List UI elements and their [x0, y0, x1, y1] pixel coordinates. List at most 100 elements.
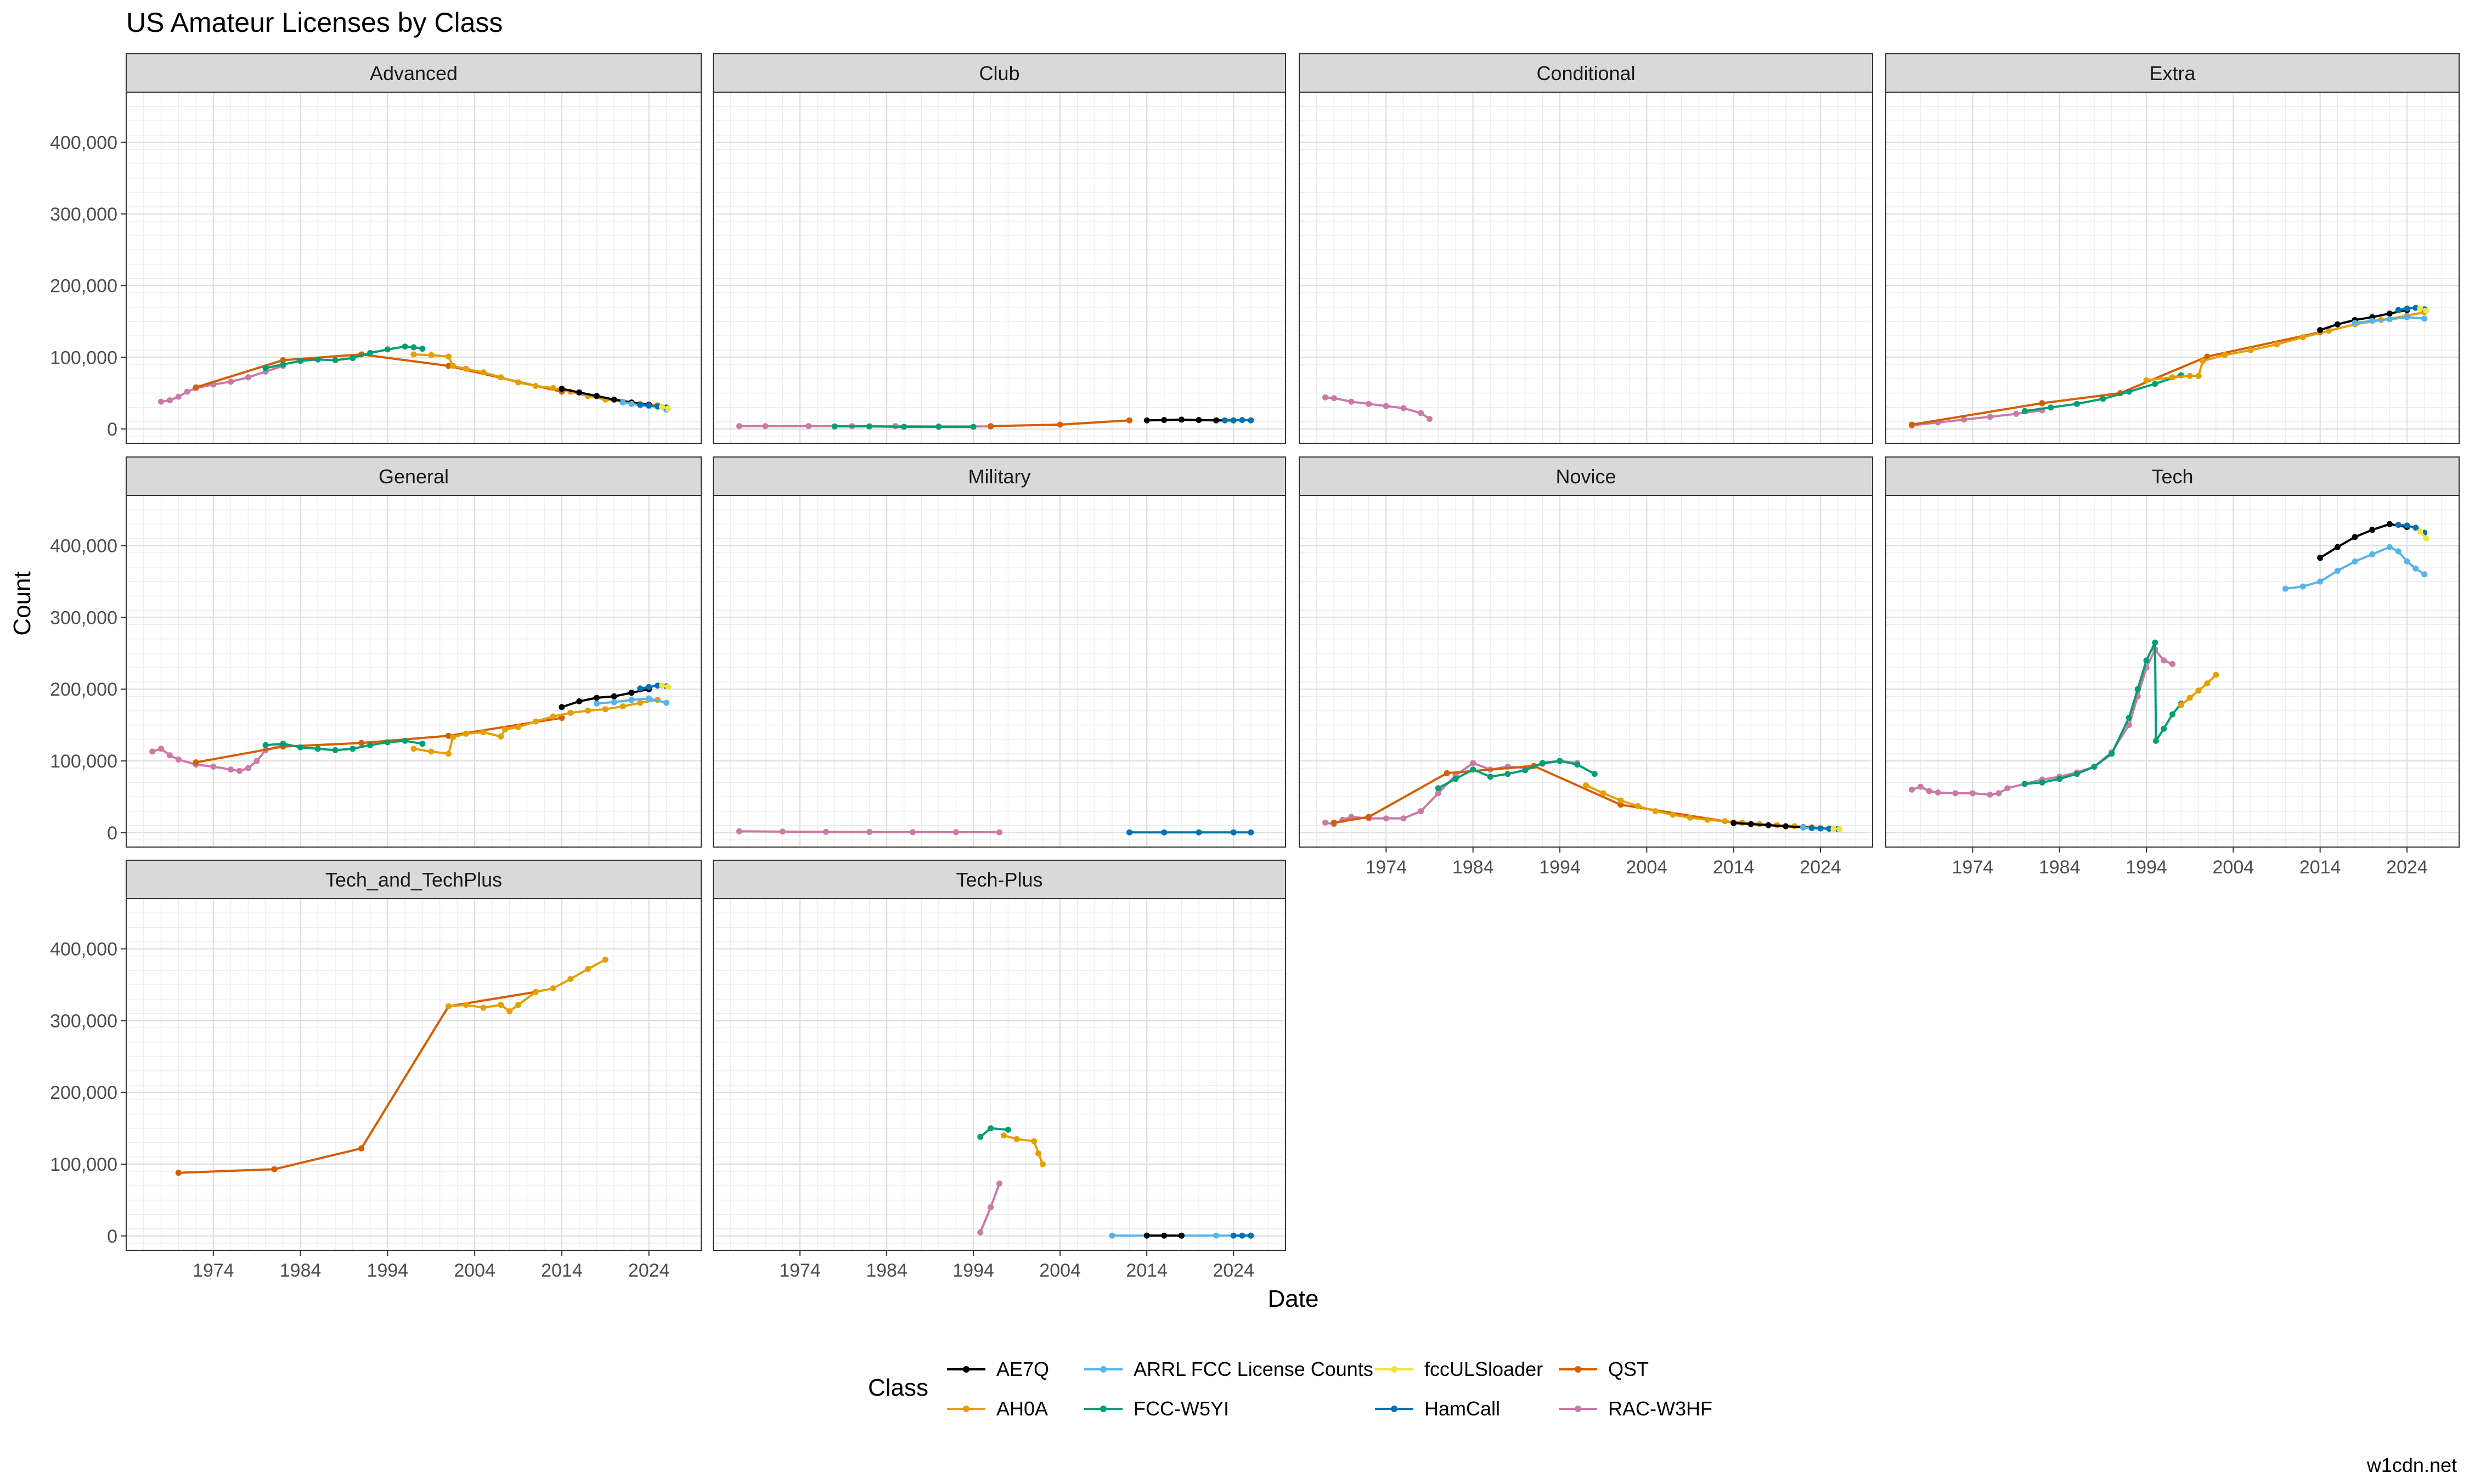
data-point-ae7q [2334, 321, 2341, 328]
data-point-fcc-w5yi [297, 358, 304, 364]
data-point-ah0a [506, 1008, 513, 1014]
panel-series [158, 343, 672, 413]
y-tick-label: 200,000 [50, 276, 117, 297]
data-point-ah0a [1704, 816, 1711, 823]
panel-extra: Extra [1885, 53, 2460, 444]
panel-border [126, 495, 702, 848]
panel-strip [126, 456, 702, 496]
data-point-hamcall [646, 402, 652, 409]
x-tick-label: 1994 [952, 1260, 994, 1281]
data-point-arrl-fcc-license-counts [611, 699, 617, 706]
panel-strip [1299, 53, 1873, 93]
y-tick-label: 0 [107, 419, 117, 440]
series-line-rac-w3hf [160, 364, 284, 403]
data-point-ah0a [1687, 814, 1693, 821]
data-point-ah0a [480, 369, 487, 376]
panel-grid [126, 899, 702, 1250]
data-point-hamcall [1239, 417, 1245, 424]
data-point-fcc-w5yi [280, 741, 286, 747]
data-point-arrl-fcc-license-counts [628, 697, 635, 703]
legend-item-qst: QST [1559, 1358, 1649, 1380]
data-point-fcc-w5yi [1557, 758, 1563, 764]
data-point-rac-w3hf [149, 748, 156, 755]
data-point-rac-w3hf [175, 756, 182, 763]
data-point-rac-w3hf [228, 379, 234, 385]
y-tick-label: 300,000 [50, 204, 117, 225]
panel-border [1299, 92, 1873, 444]
data-point-fcc-w5yi [1487, 774, 1493, 780]
legend-item-arrl-fcc-license-counts: ARRL FCC License Counts [1084, 1358, 1373, 1380]
data-point-ah0a [498, 374, 504, 381]
panel-strip-label: Tech-Plus [956, 868, 1042, 891]
legend-item-fcculsloader: fccULSloader [1375, 1358, 1543, 1380]
data-point-qst [1909, 421, 1915, 428]
panel-grid [126, 495, 702, 847]
x-tick-label: 2014 [1126, 1260, 1168, 1281]
data-point-fcc-w5yi [332, 357, 339, 363]
data-point-rac-w3hf [2161, 657, 2167, 664]
y-axis-title: Count [9, 571, 36, 635]
data-point-fcc-w5yi [2134, 686, 2141, 692]
data-point-ae7q [2317, 327, 2324, 334]
data-point-fcc-w5yi [2126, 715, 2132, 721]
data-point-rac-w3hf [1383, 815, 1389, 822]
legend-item-ae7q: AE7Q [947, 1358, 1049, 1380]
y-tick-label: 100,000 [50, 1154, 117, 1175]
panel-grid [1299, 92, 1873, 443]
data-point-ae7q [2352, 534, 2358, 540]
data-point-fcc-w5yi [384, 739, 391, 746]
data-point-rac-w3hf [736, 423, 742, 430]
data-point-hamcall [1808, 825, 1815, 831]
data-point-fcc-w5yi [367, 742, 374, 748]
data-point-hamcall [637, 685, 644, 692]
data-point-fcculsloader [1830, 826, 1837, 832]
data-point-rac-w3hf [910, 829, 916, 836]
data-point-ae7q [2317, 555, 2324, 561]
data-point-arrl-fcc-license-counts [2299, 583, 2306, 590]
data-point-ah0a [463, 365, 469, 372]
data-point-hamcall [655, 403, 661, 410]
data-point-arrl-fcc-license-counts [594, 700, 600, 707]
data-point-arrl-fcc-license-counts [2386, 316, 2393, 323]
panel-grid [713, 495, 1286, 847]
data-point-fcc-w5yi [901, 424, 907, 430]
data-point-ah0a [619, 703, 626, 710]
data-point-rac-w3hf [1418, 410, 1424, 416]
legend-title: Class [868, 1374, 928, 1401]
panel-strip-label: Conditional [1536, 62, 1635, 84]
data-point-rac-w3hf [1322, 394, 1328, 400]
data-point-ah0a [446, 751, 452, 757]
data-point-fcc-w5yi [1452, 776, 1459, 782]
legend-label: AH0A [996, 1397, 1048, 1420]
panel-border [1885, 92, 2460, 444]
data-point-arrl-fcc-license-counts [2395, 548, 2402, 555]
data-point-arrl-fcc-license-counts [1109, 1232, 1115, 1239]
data-point-fcc-w5yi [2039, 779, 2045, 786]
panel-border [1299, 495, 1873, 848]
panel-conditional: Conditional [1299, 53, 1873, 444]
data-point-fcc-w5yi [419, 741, 426, 747]
data-point-fcculsloader [659, 682, 665, 689]
data-point-rac-w3hf [1418, 808, 1424, 815]
data-point-rac-w3hf [236, 768, 243, 774]
data-point-fcc-w5yi [977, 1133, 984, 1140]
data-point-fcc-w5yi [2021, 408, 2028, 414]
data-point-hamcall [1126, 829, 1132, 836]
series-line-hamcall [1224, 419, 1252, 422]
data-point-fcculsloader [2417, 528, 2423, 534]
data-point-rac-w3hf [1961, 416, 1967, 423]
legend-label: AE7Q [996, 1358, 1049, 1380]
data-point-qst [1057, 421, 1063, 428]
data-point-ae7q [594, 393, 600, 399]
data-point-hamcall [1230, 417, 1237, 424]
data-point-rac-w3hf [1383, 403, 1389, 409]
data-point-rac-w3hf [2013, 410, 2019, 417]
panel-strip [1885, 53, 2460, 93]
data-point-ah0a [550, 385, 556, 391]
panel-grid [1299, 495, 1873, 847]
data-point-fcc-w5yi [402, 737, 408, 744]
legend-key-point [963, 1366, 969, 1373]
panel-strip [126, 860, 702, 899]
data-point-rac-w3hf [977, 1229, 984, 1235]
